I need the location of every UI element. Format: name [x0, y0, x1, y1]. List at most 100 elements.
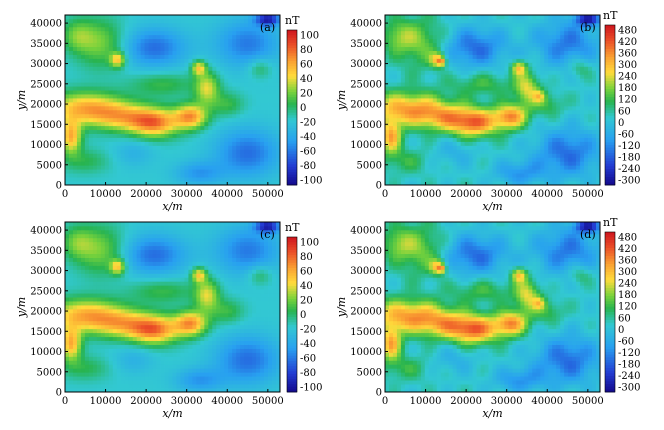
heatmap-cell	[536, 58, 541, 63]
heatmap-cell	[128, 86, 134, 91]
heatmap-cell	[256, 15, 261, 20]
heatmap-cell	[404, 105, 410, 111]
heatmap-cell	[108, 113, 114, 119]
heatmap-cell	[65, 332, 70, 338]
heatmap-cell	[128, 98, 134, 103]
heatmap-cell	[252, 105, 257, 111]
heatmap-cell	[576, 137, 581, 142]
heatmap-cell	[500, 22, 505, 28]
heatmap-cell	[244, 38, 249, 44]
heatmap-cell	[88, 54, 94, 59]
heatmap-cell	[476, 42, 481, 48]
heatmap-cell	[156, 22, 161, 28]
heatmap-cell	[408, 169, 414, 174]
heatmap-cell	[136, 113, 142, 119]
heatmap-cell	[388, 70, 394, 75]
heatmap-cell	[252, 42, 257, 48]
heatmap-cell	[116, 165, 122, 170]
heatmap-cell	[544, 149, 549, 154]
heatmap-cell	[568, 153, 573, 158]
heatmap-cell	[88, 105, 94, 111]
heatmap-cell	[580, 15, 585, 20]
heatmap-cell	[160, 82, 165, 87]
heatmap-cell	[148, 157, 153, 162]
heatmap-cell	[385, 105, 390, 111]
heatmap-cell	[68, 18, 74, 24]
heatmap-cell	[100, 38, 106, 44]
colorbar-segment	[287, 138, 297, 142]
heatmap-cell	[456, 46, 462, 51]
heatmap-cell	[164, 181, 169, 186]
heatmap-cell	[424, 177, 430, 182]
heatmap-cell	[596, 181, 601, 186]
heatmap-cell	[512, 157, 517, 162]
y-tick-label: 25000	[350, 79, 382, 90]
heatmap-cell	[80, 94, 86, 99]
heatmap-cell	[572, 50, 577, 55]
heatmap-cell	[240, 129, 245, 134]
heatmap-cell	[456, 82, 462, 87]
heatmap-cell	[488, 90, 493, 95]
heatmap-cell	[176, 15, 181, 20]
heatmap-cell	[488, 109, 493, 115]
heatmap-cell	[124, 46, 130, 51]
heatmap-cell	[160, 86, 165, 91]
heatmap-cell	[576, 94, 581, 99]
heatmap-cell	[196, 66, 201, 71]
heatmap-cell	[152, 62, 157, 67]
heatmap-cell	[544, 26, 549, 32]
heatmap-cell	[116, 15, 122, 20]
heatmap-cell	[76, 177, 82, 182]
heatmap-cell	[524, 161, 529, 166]
heatmap-cell	[200, 169, 205, 174]
heatmap-cell	[452, 117, 458, 123]
heatmap-cell	[552, 90, 557, 95]
heatmap-cell	[456, 58, 462, 63]
heatmap-cell	[176, 101, 181, 107]
heatmap-cell	[512, 70, 517, 75]
heatmap-cell	[512, 137, 517, 142]
heatmap-cell	[480, 109, 485, 115]
heatmap-cell	[592, 113, 597, 119]
colorbar-segment	[605, 105, 615, 109]
heatmap-cell	[512, 26, 517, 32]
heatmap-cell	[556, 46, 561, 51]
heatmap-cell	[156, 157, 161, 162]
heatmap-cell	[212, 141, 217, 146]
heatmap-cell	[76, 153, 82, 158]
colorbar-tick-label: -120	[618, 141, 640, 152]
heatmap-cell	[456, 177, 462, 182]
heatmap-cell	[196, 98, 201, 103]
heatmap-cell	[112, 101, 118, 107]
heatmap-cell	[104, 101, 110, 107]
heatmap-cell	[144, 94, 150, 99]
heatmap-cell	[572, 173, 577, 178]
heatmap-cell	[128, 125, 134, 131]
heatmap-cell	[84, 58, 90, 63]
heatmap-cell	[556, 169, 561, 174]
heatmap-cell	[76, 145, 82, 150]
heatmap-cell	[428, 117, 434, 123]
heatmap-cell	[512, 121, 517, 127]
heatmap-cell	[160, 165, 165, 170]
heatmap-cell	[592, 125, 597, 131]
heatmap-cell	[552, 109, 557, 115]
heatmap-cell	[532, 94, 537, 99]
heatmap-cell	[208, 30, 213, 36]
heatmap-cell	[116, 74, 122, 79]
heatmap-cell	[385, 145, 390, 150]
heatmap-cell	[584, 50, 589, 55]
heatmap-cell	[432, 15, 438, 20]
heatmap-cell	[500, 113, 505, 119]
heatmap-cell	[524, 121, 529, 127]
heatmap-cell	[88, 165, 94, 170]
heatmap-cell	[212, 74, 217, 79]
heatmap-cell	[68, 320, 74, 326]
heatmap-cell	[440, 70, 446, 75]
colorbar-tick-label: -60	[618, 129, 634, 140]
heatmap-cell	[232, 42, 237, 48]
heatmap-cell	[84, 18, 90, 24]
heatmap-cell	[228, 149, 233, 154]
heatmap-cell	[396, 177, 402, 182]
heatmap-cell	[564, 42, 569, 48]
